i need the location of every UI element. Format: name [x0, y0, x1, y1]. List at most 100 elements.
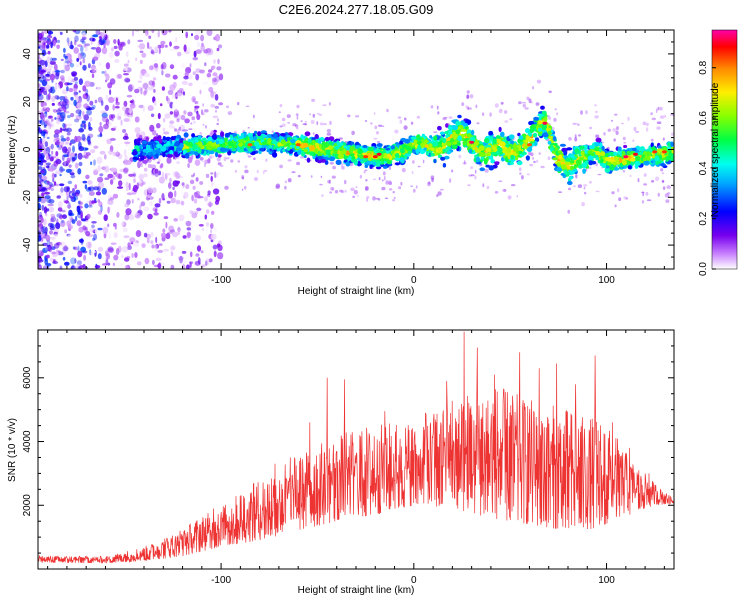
- spectrogram-cell: [431, 177, 434, 183]
- spectrogram-cell: [320, 175, 323, 178]
- spectrogram-cell: [195, 106, 199, 110]
- spectrogram-cell: [70, 257, 77, 265]
- spectrogram-cell: [192, 98, 196, 102]
- spectrogram-cell: [127, 59, 130, 64]
- spectrogram-cell: [427, 181, 431, 187]
- spectrogram-cell: [117, 73, 123, 79]
- spectrogram-cell: [38, 129, 43, 134]
- spectrogram-cell: [164, 62, 169, 70]
- spectrogram-cell: [128, 114, 132, 120]
- spectrogram-cell: [351, 130, 355, 136]
- spectrogram-cell: [44, 258, 49, 265]
- x-tick-label: -100: [211, 575, 231, 586]
- spectrogram-cell: [64, 55, 69, 60]
- spectrogram-cell: [39, 44, 44, 51]
- spectrogram-cell: [578, 145, 585, 150]
- spectrogram-cell: [119, 168, 126, 173]
- spectrogram-cell: [475, 104, 478, 109]
- spectrogram-cell: [257, 131, 262, 137]
- spectrogram-cell: [440, 156, 446, 161]
- spectrogram-cell: [71, 71, 78, 76]
- spectrogram-cell: [110, 265, 116, 269]
- spectrogram-cell: [247, 155, 252, 158]
- spectrogram-x-label: Height of straight line (km): [298, 286, 415, 297]
- spectrogram-cell: [364, 120, 368, 122]
- spectrogram-cell: [101, 71, 105, 74]
- spectrogram-cell: [552, 157, 559, 161]
- spectrogram-cell: [529, 128, 535, 134]
- spectrogram-cell: [211, 65, 216, 70]
- spectrogram-cell: [637, 178, 640, 183]
- spectrogram-cell: [217, 162, 222, 166]
- spectrogram-cell: [340, 162, 344, 168]
- spectrogram-cell: [148, 80, 155, 86]
- spectrogram-cell: [623, 141, 627, 144]
- spectrogram-cell: [194, 105, 197, 113]
- spectrogram-cell: [208, 150, 215, 155]
- spectrogram-cell: [44, 246, 49, 251]
- spectrogram-cell: [206, 72, 212, 78]
- spectrogram-cell: [169, 84, 176, 91]
- spectrogram-cell: [123, 118, 130, 122]
- spectrogram-cell: [612, 161, 618, 166]
- spectrogram-cell: [168, 30, 172, 33]
- spectrogram-cell: [385, 180, 389, 185]
- spectrogram-cell: [157, 30, 160, 38]
- spectrogram-cell: [206, 229, 209, 235]
- spectrogram-cell: [314, 142, 319, 147]
- spectrogram-cell: [143, 232, 148, 238]
- spectrogram-cell: [594, 115, 599, 119]
- spectrogram-cell: [38, 140, 43, 145]
- spectrogram-cell: [158, 47, 161, 55]
- spectrogram-cell: [138, 173, 144, 181]
- spectrogram-cell: [634, 130, 640, 133]
- spectrogram-cell: [125, 208, 132, 216]
- spectrogram-cell: [88, 191, 95, 196]
- x-tick-label: 0: [411, 575, 417, 586]
- spectrogram-cell: [145, 136, 149, 142]
- spectrogram-cell: [643, 151, 647, 156]
- spectrogram-cell: [72, 30, 77, 33]
- spectrogram-cell: [59, 183, 65, 187]
- spectrogram-cell: [310, 175, 313, 178]
- spectrogram-cell: [60, 75, 65, 81]
- spectrogram-cell: [399, 140, 404, 145]
- spectrogram-cell: [410, 121, 414, 125]
- spectrogram-cell: [210, 233, 217, 240]
- spectrogram-cell: [110, 127, 116, 131]
- spectrogram-cell: [259, 147, 265, 152]
- spectrogram-cell: [500, 101, 504, 105]
- spectrogram-cell: [456, 141, 461, 146]
- spectrogram-cell: [103, 42, 106, 48]
- spectrogram-cell: [142, 82, 149, 89]
- spectrogram-cell: [38, 149, 41, 155]
- spectrogram-cell: [93, 145, 99, 149]
- spectrogram-cell: [196, 112, 200, 120]
- colorbar-tick-label: 0.2: [698, 211, 709, 225]
- spectrogram-cell: [56, 96, 59, 100]
- spectrogram-cell: [174, 142, 180, 147]
- spectrogram-cell: [468, 149, 473, 154]
- spectrogram-cell: [175, 199, 181, 205]
- spectrogram-cell: [184, 152, 190, 159]
- spectrogram-cell: [201, 42, 204, 47]
- spectrogram-cell: [413, 140, 418, 146]
- spectrogram-cell: [518, 167, 522, 172]
- spectrogram-cell: [152, 151, 156, 156]
- spectrogram-cell: [386, 108, 389, 113]
- spectrogram-cell: [589, 150, 593, 155]
- spectrogram-cell: [121, 79, 124, 83]
- spectrogram-cell: [51, 185, 55, 191]
- spectrogram-cell: [325, 149, 331, 155]
- spectrogram-cell: [167, 191, 174, 199]
- colorbar-tick-label: 0.0: [698, 262, 709, 276]
- spectrogram-cell: [151, 51, 155, 56]
- spectrogram-cell: [121, 246, 129, 253]
- spectrogram-cell: [568, 175, 574, 180]
- spectrogram-cell: [643, 160, 650, 166]
- spectrogram-peak: [542, 121, 548, 125]
- spectrogram-cell: [155, 143, 163, 149]
- spectrogram-cell: [529, 125, 536, 130]
- spectrogram-cell: [177, 128, 180, 136]
- spectrogram-cell: [357, 149, 364, 155]
